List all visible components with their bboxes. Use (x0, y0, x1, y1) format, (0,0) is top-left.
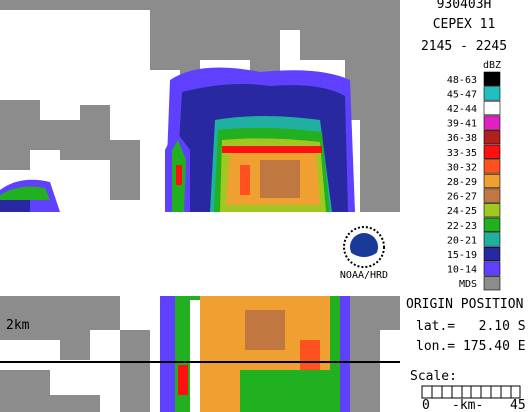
legend: 48-63 45-47 42-44 39-41 36-38 33-35 30-32 28-29… (447, 71, 501, 291)
legend-swatch (483, 71, 501, 86)
legend-title: dBZ (483, 60, 501, 71)
scale-title: Scale: (410, 369, 457, 384)
legend-swatch (483, 246, 501, 262)
legend-label: 39-41 (447, 119, 477, 130)
legend-swatch (483, 115, 501, 130)
legend-label: 42-44 (447, 104, 477, 115)
legend-label: 15-19 (447, 250, 477, 261)
legend-swatch (483, 203, 501, 218)
legend-label: 26-27 (447, 192, 477, 203)
legend-label: 20-21 (447, 235, 477, 246)
legend-swatch (483, 261, 501, 276)
echo-green (0, 186, 50, 200)
echo-brown (260, 160, 300, 198)
legend-label: 45-47 (447, 89, 477, 100)
lower-panel: 2km (0, 296, 400, 412)
experiment: CEPEX 11 (433, 17, 496, 32)
legend-label: 48-63 (447, 75, 477, 86)
echo-gap (0, 15, 140, 85)
echo-red (178, 365, 188, 395)
legend-swatch (483, 100, 501, 116)
scale-left: 0 (422, 398, 430, 412)
echo-gray (120, 330, 150, 412)
echo-gray (0, 370, 100, 412)
scale-bar (421, 385, 521, 399)
echo-gray (0, 296, 120, 360)
legend-label: 36-38 (447, 133, 477, 144)
logo-label: NOAA/HRD (340, 270, 388, 281)
echo-darkblue (0, 200, 30, 212)
legend-swatch (483, 276, 501, 291)
noaa-logo: NOAA/HRD (340, 226, 388, 281)
legend-label: 22-23 (447, 221, 477, 232)
echo-gray (345, 60, 400, 212)
legend-swatch (483, 86, 501, 101)
echo-gray (350, 296, 400, 412)
scale-unit: -km- (452, 398, 483, 412)
legend-label: 24-25 (447, 206, 477, 217)
legend-label: MDS (459, 279, 477, 290)
legend-swatch (483, 217, 501, 232)
legend-label: 33-35 (447, 148, 477, 159)
scale-right: 45 (510, 398, 526, 412)
legend-label: 10-14 (447, 265, 477, 276)
echo-red (240, 165, 250, 195)
echo-gray (0, 100, 140, 200)
upper-panel (0, 0, 400, 212)
echo-orange (200, 296, 330, 412)
legend-swatch (483, 232, 501, 247)
legend-swatch (483, 159, 501, 174)
legend-label: 28-29 (447, 177, 477, 188)
flight-id: 930403H (437, 0, 492, 12)
legend-swatch (483, 130, 501, 145)
time-range: 2145 - 2245 (421, 39, 507, 54)
echo-gray (0, 0, 400, 95)
legend-label: 30-32 (447, 162, 477, 173)
origin-lat: lat.= 2.10 S (416, 319, 526, 334)
echo-red (222, 146, 322, 153)
origin-title: ORIGIN POSITION (406, 297, 523, 312)
origin-lon: lon.= 175.40 E (416, 339, 526, 354)
legend-swatch (483, 144, 501, 159)
echo-brown (245, 310, 285, 350)
echo-red (176, 165, 182, 185)
height-label: 2km (6, 318, 30, 333)
echo-red (300, 340, 320, 370)
legend-swatch (483, 188, 501, 203)
legend-swatch (483, 173, 501, 189)
